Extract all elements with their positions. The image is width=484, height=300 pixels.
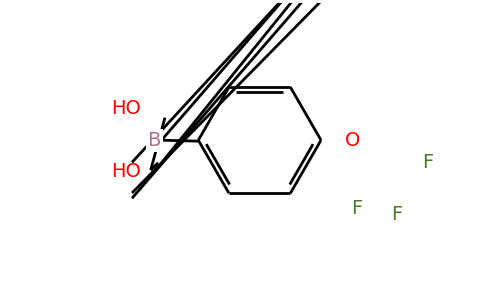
- Text: O: O: [345, 131, 361, 150]
- Text: HO: HO: [111, 100, 141, 118]
- Text: B: B: [148, 131, 161, 150]
- Text: F: F: [351, 199, 363, 218]
- Text: HO: HO: [111, 162, 141, 181]
- Text: F: F: [392, 205, 403, 224]
- Text: F: F: [422, 153, 433, 172]
